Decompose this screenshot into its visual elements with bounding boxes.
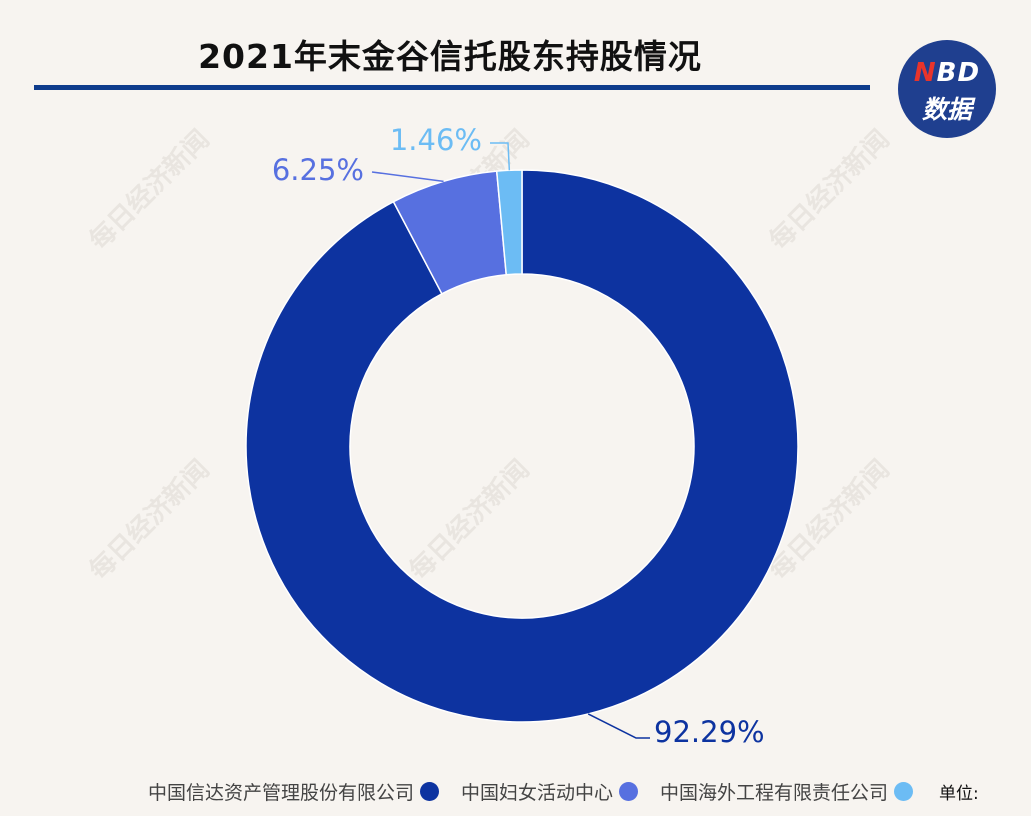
logo-top-text: NBD xyxy=(913,58,981,88)
data-label: 1.46% xyxy=(390,123,482,157)
title-underline xyxy=(34,85,870,90)
legend: 中国信达资产管理股份有限公司 中国妇女活动中心 中国海外工程有限责任公司 单位: xyxy=(148,776,979,806)
chart-title: 2021年末金谷信托股东持股情况 xyxy=(198,37,702,76)
leader-line xyxy=(371,171,444,183)
legend-label: 中国信达资产管理股份有限公司 xyxy=(148,781,415,804)
legend-item: 中国妇女活动中心 xyxy=(461,778,639,805)
donut-slice xyxy=(245,169,799,723)
legend-label: 中国海外工程有限责任公司 xyxy=(660,781,889,804)
legend-item: 中国海外工程有限责任公司 xyxy=(660,778,914,805)
leader-line xyxy=(587,713,650,739)
legend-marker xyxy=(420,781,440,801)
data-label: 6.25% xyxy=(272,153,364,187)
logo-bottom-text: 数据 xyxy=(921,95,972,124)
nbd-data-logo: NBD 数据 xyxy=(898,40,996,138)
data-label: 92.29% xyxy=(654,715,765,749)
legend-marker xyxy=(619,781,639,801)
donut-slice xyxy=(495,169,523,276)
legend-marker xyxy=(894,781,914,801)
leader-line xyxy=(490,142,511,171)
unit-label: 单位: xyxy=(939,783,979,804)
legend-item: 中国信达资产管理股份有限公司 xyxy=(148,778,440,805)
legend-label: 中国妇女活动中心 xyxy=(461,781,614,804)
